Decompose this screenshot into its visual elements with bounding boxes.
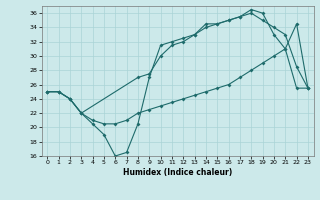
X-axis label: Humidex (Indice chaleur): Humidex (Indice chaleur) bbox=[123, 168, 232, 177]
